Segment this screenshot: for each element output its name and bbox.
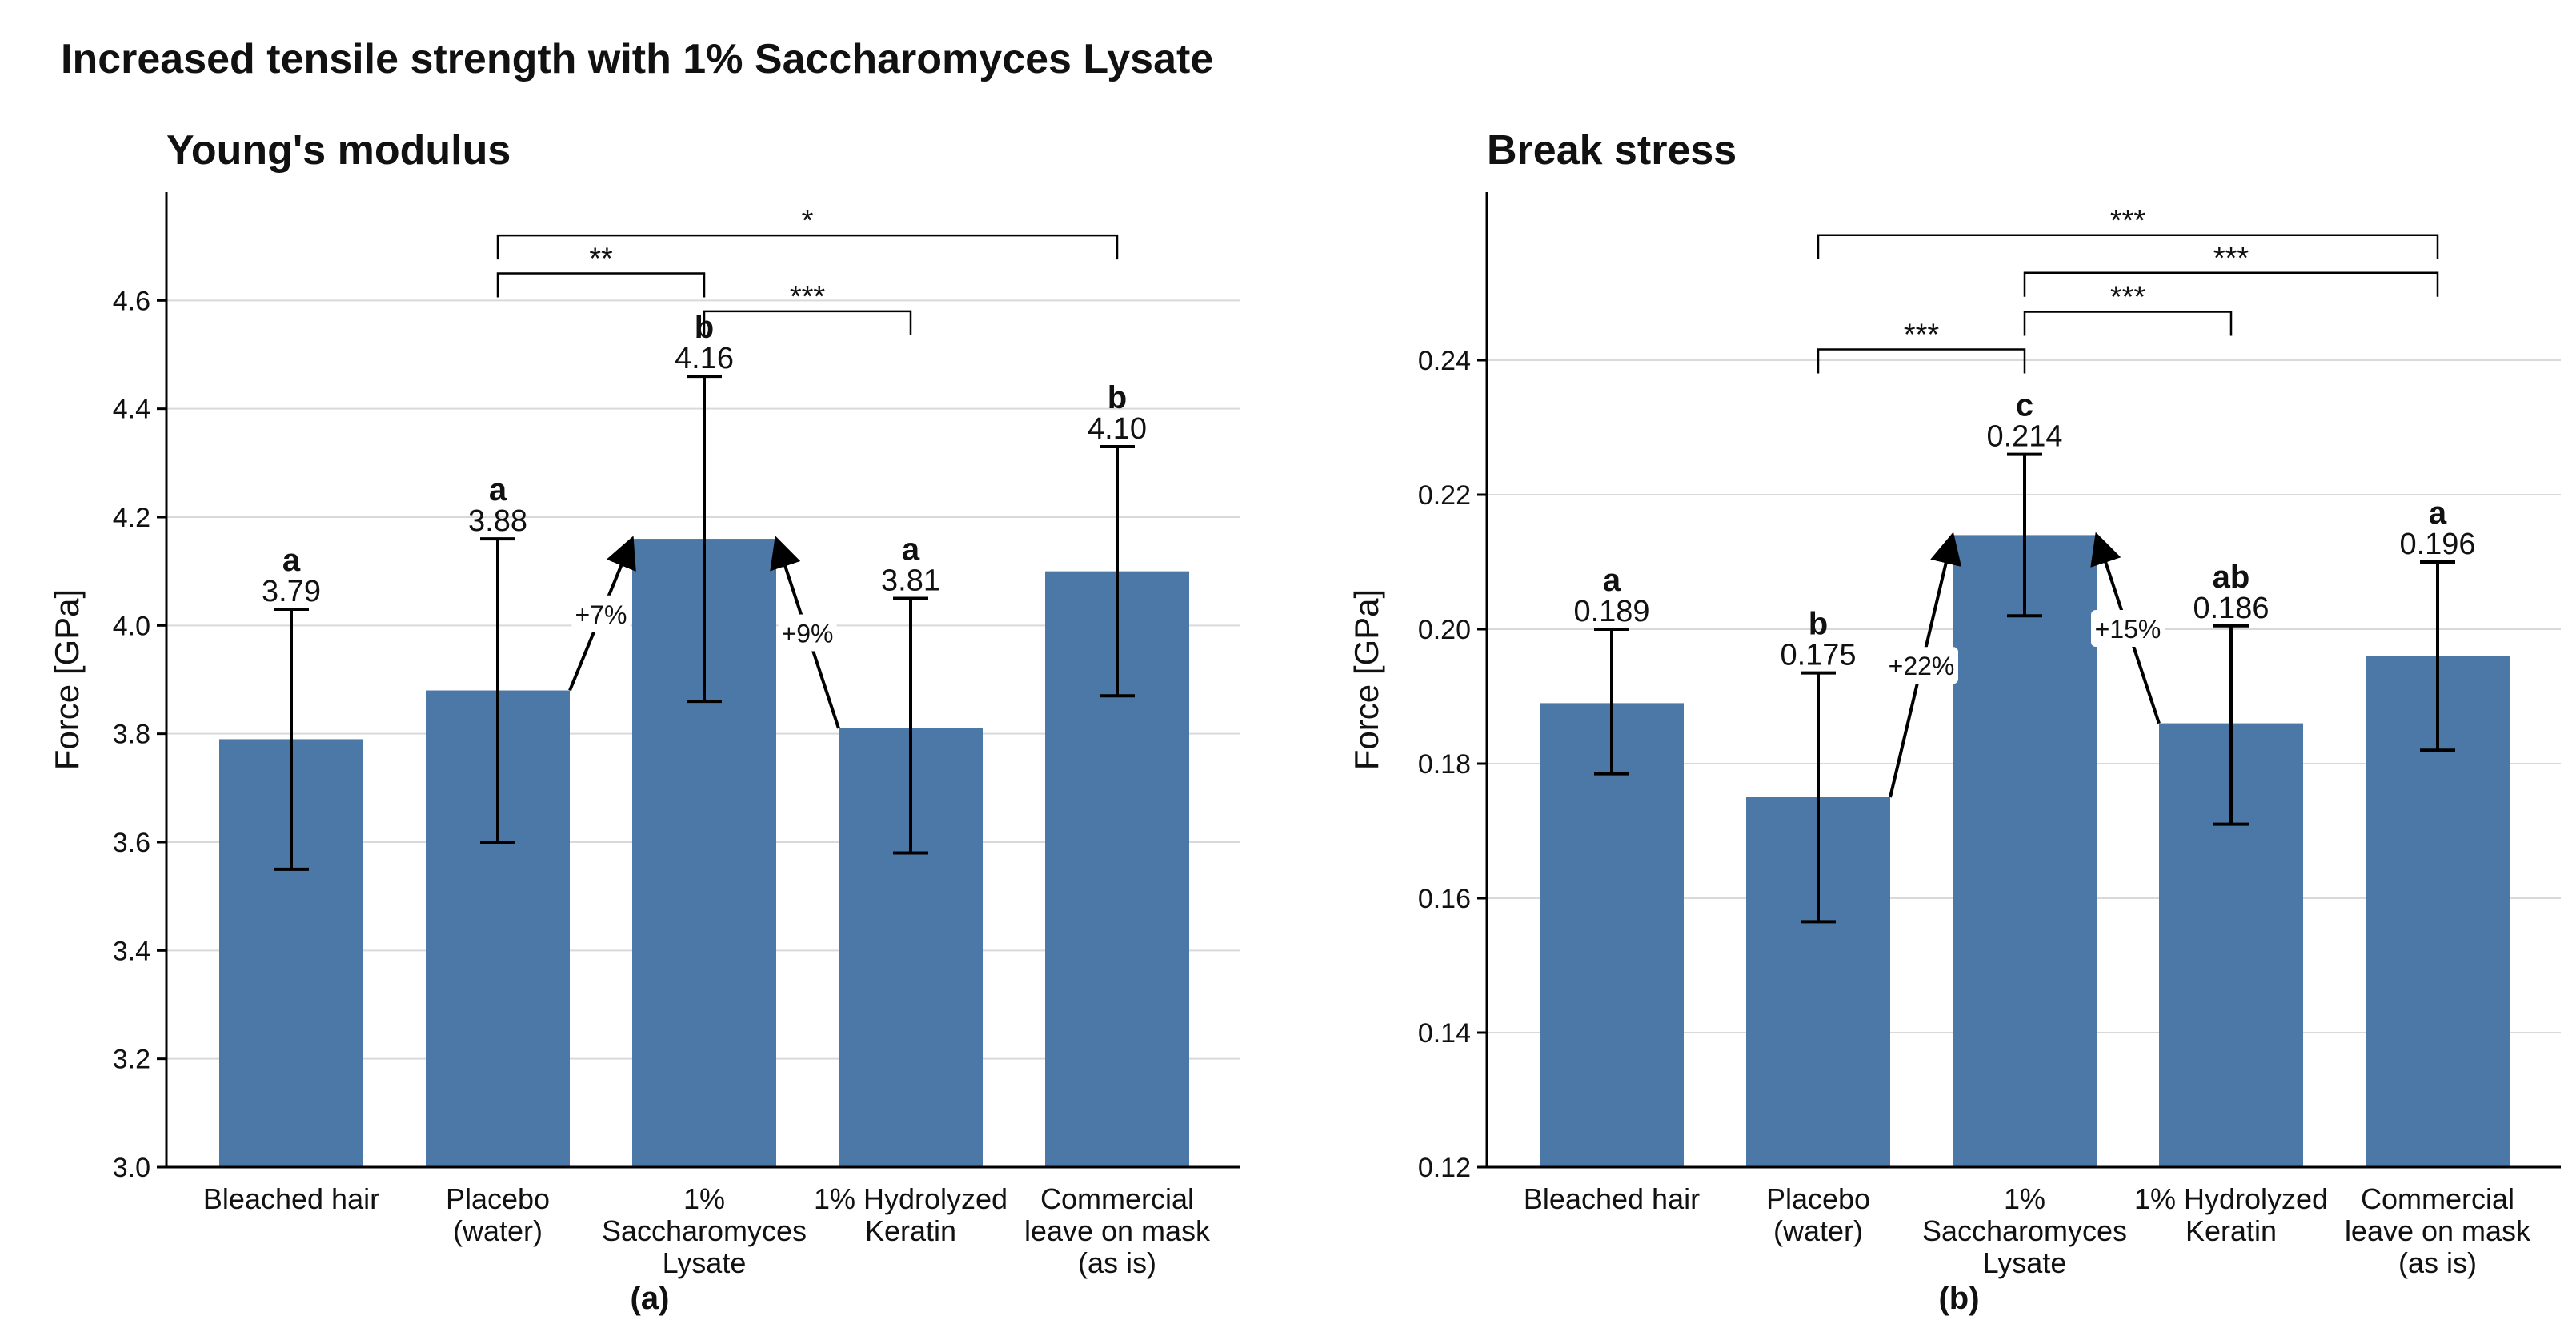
y-axis-label: Force [GPa] <box>48 589 86 770</box>
category-label: 1% Hydrolyzed <box>814 1182 1008 1215</box>
y-tick-label: 3.2 <box>113 1045 150 1075</box>
category-label: Bleached hair <box>203 1182 379 1215</box>
value-label: 0.175 <box>1780 639 1856 672</box>
bar <box>1953 535 2097 1167</box>
category-label: 1% <box>683 1182 725 1215</box>
significance-bracket <box>2023 311 2233 336</box>
panel-title: Young's modulus <box>166 127 511 174</box>
significance-label: *** <box>790 280 826 314</box>
value-label: 4.10 <box>1088 412 1147 446</box>
category-label: Commercial <box>1040 1182 1194 1215</box>
group-letter: b <box>1809 607 1828 642</box>
category-label: (as is) <box>2398 1246 2477 1279</box>
category-label: leave on mask <box>1024 1214 1211 1247</box>
significance-bracket <box>1817 348 2026 374</box>
y-tick-label: 0.20 <box>1418 615 1471 645</box>
group-letter: a <box>902 532 920 568</box>
significance-bracket <box>703 310 912 335</box>
change-label-box <box>571 595 631 632</box>
change-label: +9% <box>782 619 834 648</box>
value-label: 0.189 <box>1573 595 1649 628</box>
group-letter: a <box>1603 563 1621 598</box>
significance-bracket <box>496 272 706 298</box>
significance-label: * <box>802 204 814 238</box>
y-tick-label: 0.22 <box>1418 480 1471 511</box>
category-label: Bleached hair <box>1524 1182 1700 1215</box>
panel-label: (b) <box>1938 1281 1979 1316</box>
change-label-box <box>778 614 837 652</box>
value-label: 4.16 <box>675 342 734 375</box>
y-tick-label: 3.8 <box>113 720 150 750</box>
category-label: Saccharomyces <box>602 1214 807 1247</box>
panel-label: (a) <box>631 1281 670 1316</box>
category-label: Keratin <box>865 1214 956 1247</box>
category-label: 1% Hydrolyzed <box>2134 1182 2328 1215</box>
value-label: 3.81 <box>881 564 940 598</box>
y-tick-label: 0.18 <box>1418 749 1471 780</box>
y-tick-label: 4.0 <box>113 611 150 641</box>
category-label: 1% <box>2004 1182 2045 1215</box>
significance-bracket <box>496 234 1119 260</box>
group-letter: a <box>2429 495 2447 531</box>
y-tick-label: 3.4 <box>113 936 150 966</box>
group-letter: a <box>489 472 507 508</box>
y-tick-label: 3.0 <box>113 1153 150 1183</box>
y-tick-label: 0.12 <box>1418 1153 1471 1183</box>
significance-bracket <box>1817 234 2439 259</box>
y-tick-label: 0.14 <box>1418 1018 1471 1049</box>
change-label: +7% <box>575 600 627 629</box>
significance-label: ** <box>589 243 613 276</box>
bar <box>1540 703 1684 1167</box>
y-tick-label: 4.2 <box>113 503 150 533</box>
change-label-box <box>1885 647 1958 684</box>
y-tick-label: 0.16 <box>1418 884 1471 914</box>
category-label: Placebo <box>1766 1182 1870 1215</box>
category-label: (water) <box>1773 1214 1863 1247</box>
category-label: Commercial <box>2361 1182 2514 1215</box>
change-label: +22% <box>1889 652 1955 680</box>
category-label: Saccharomyces <box>1922 1214 2127 1247</box>
significance-label: *** <box>2213 242 2249 275</box>
value-label: 0.214 <box>1986 420 2062 454</box>
panel-title: Break stress <box>1487 127 1737 174</box>
value-label: 0.186 <box>2193 592 2269 625</box>
youngs-modulus-panel: Young's modulus 3.0 3.2 3.4 3.6 3.8 4.0 4.2 4.4 4… <box>48 127 1240 1316</box>
y-tick-label: 4.4 <box>113 395 150 425</box>
category-label: leave on mask <box>2345 1214 2531 1247</box>
main-title: Increased tensile strength with 1% Sacch… <box>61 36 1214 82</box>
y-axis-label: Force [GPa] <box>1348 589 1385 770</box>
change-label-box <box>2091 610 2165 647</box>
group-letter: a <box>282 543 301 578</box>
group-letter: b <box>1108 380 1127 415</box>
significance-label: *** <box>1904 319 1940 352</box>
category-label: Keratin <box>2185 1214 2277 1247</box>
group-letter: c <box>2016 388 2033 423</box>
category-label: Lysate <box>663 1246 747 1279</box>
change-label: +15% <box>2095 615 2161 644</box>
y-tick-label: 0.24 <box>1418 346 1471 376</box>
category-label: Placebo <box>446 1182 550 1215</box>
value-label: 3.88 <box>468 504 527 538</box>
value-label: 0.196 <box>2399 528 2475 561</box>
y-tick-label: 3.6 <box>113 828 150 858</box>
significance-label: *** <box>2110 204 2146 238</box>
significance-bracket <box>2023 271 2439 297</box>
significance-label: *** <box>2110 281 2146 315</box>
category-label: Lysate <box>1983 1246 2067 1279</box>
break-stress-panel: Break stress 0.12 0.14 0.16 0.18 0.20 0.22 0.24… <box>1348 127 2561 1316</box>
category-label: (as is) <box>1078 1246 1156 1279</box>
group-letter: ab <box>2213 560 2250 595</box>
category-label: (water) <box>453 1214 543 1247</box>
y-tick-label: 4.6 <box>113 286 150 316</box>
value-label: 3.79 <box>262 575 321 608</box>
